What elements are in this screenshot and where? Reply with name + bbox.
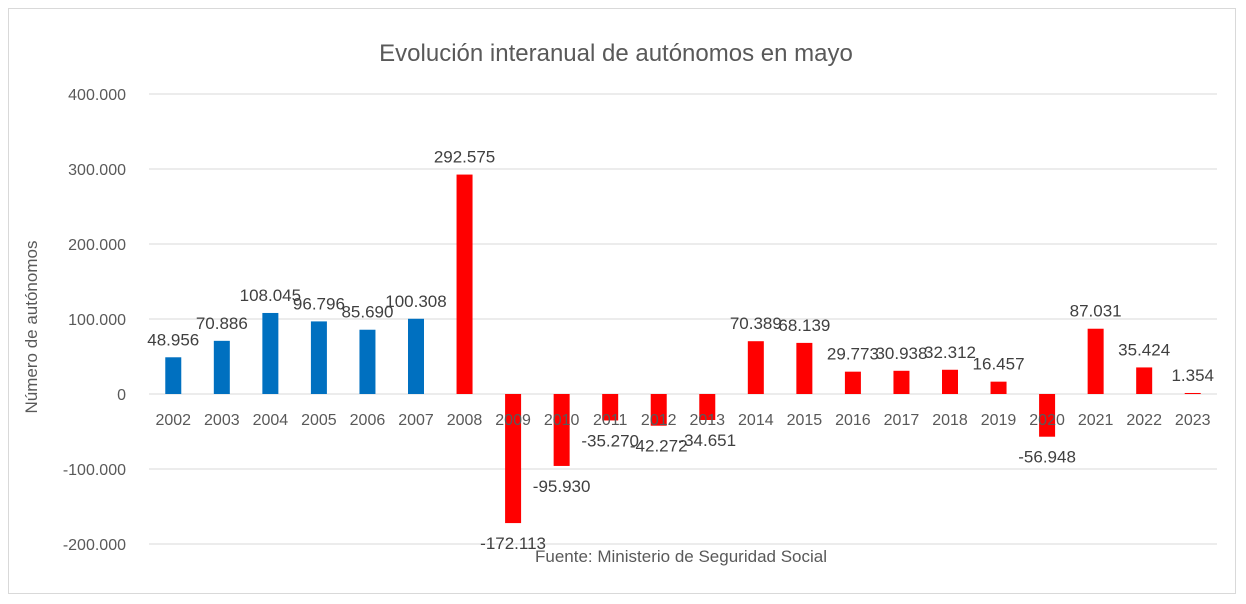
x-tick-label: 2004 [253,412,289,429]
x-tick-label: 2018 [932,412,968,429]
data-label: 85.690 [341,303,393,322]
bar [650,394,667,426]
data-label: 48.956 [147,330,199,349]
data-label: 87.031 [1070,302,1122,321]
bar [602,394,619,421]
data-label: 16.457 [973,355,1025,374]
data-label: -95.930 [533,477,591,496]
bar [359,329,376,394]
data-label: 96.796 [293,294,345,313]
x-tick-label: 2022 [1126,412,1162,429]
bar [1039,394,1056,437]
data-label: 30.938 [875,344,927,363]
chart-frame: 2002 2003 2004 2005 2006 2007 2008 2009 2010 2011… [8,8,1236,594]
y-tick-label: 0 [117,387,126,404]
y-tick-label: 400.000 [68,87,126,104]
bar [893,370,910,394]
x-tick-label: 2019 [981,412,1017,429]
x-tick-label: 2021 [1078,412,1114,429]
x-tick-label: 2017 [884,412,920,429]
bar [456,174,473,394]
x-tick-label: 2023 [1175,412,1211,429]
x-tick-label: 2002 [155,412,191,429]
data-label: 29.773 [827,345,879,364]
y-axis-label: Número de autónomos [22,241,41,414]
y-tick-labels: 400.000 300.000 200.000 100.000 0 -100.000 -20… [63,87,126,554]
data-label: 100.308 [385,292,446,311]
bar [990,381,1007,394]
bar [505,394,522,524]
data-label: 68.139 [778,316,830,335]
bar [699,394,716,420]
data-label: 108.045 [240,286,301,305]
x-tick-label: 2005 [301,412,337,429]
x-tick-labels: 2002 2003 2004 2005 2006 2007 2008 2009 2010 2011… [155,412,1210,429]
bars [165,174,1201,524]
data-label: -172.113 [480,534,546,553]
x-tick-label: 2008 [447,412,483,429]
gridlines [149,93,1217,545]
y-tick-label: 100.000 [68,312,126,329]
bar [262,312,279,394]
x-tick-label: 2014 [738,412,774,429]
bar [165,357,182,394]
bar [1136,367,1153,394]
data-label: 32.312 [924,343,976,362]
bar [942,369,958,394]
data-label: 70.389 [730,314,782,333]
bar [310,321,327,394]
x-tick-label: 2013 [689,412,725,429]
data-label: -34.651 [678,431,736,450]
data-label: 70.886 [196,314,248,333]
x-tick-label: 2020 [1029,412,1065,429]
x-tick-label: 2009 [495,412,531,429]
x-tick-label: 2010 [544,412,580,429]
x-tick-label: 2016 [835,412,871,429]
data-label: -35.270 [581,431,639,450]
bar [553,394,570,466]
bar [796,342,813,394]
bar [747,341,764,394]
data-label: 1.354 [1171,366,1214,385]
data-label: 292.575 [434,148,495,167]
bar [1087,328,1104,394]
x-tick-label: 2007 [398,412,434,429]
bar [408,318,424,394]
x-tick-label: 2015 [787,412,823,429]
data-label: -56.948 [1018,448,1076,467]
x-tick-label: 2011 [593,412,628,429]
bar [1184,392,1201,394]
x-tick-label: 2012 [641,412,677,429]
data-label: -42.272 [630,437,688,456]
data-label: 35.424 [1118,340,1170,359]
x-tick-label: 2006 [350,412,386,429]
y-tick-label: 200.000 [68,237,126,254]
y-tick-label: -200.000 [63,537,126,554]
y-tick-label: -100.000 [63,462,126,479]
chart-title: Evolución interanual de autónomos en may… [379,40,853,67]
bar [213,340,230,394]
source-note: Fuente: Ministerio de Seguridad Social [535,547,827,566]
x-tick-label: 2003 [204,412,240,429]
bar [844,371,861,394]
bar-chart: 2002 2003 2004 2005 2006 2007 2008 2009 2010 2011… [22,40,1217,566]
y-tick-label: 300.000 [68,162,126,179]
